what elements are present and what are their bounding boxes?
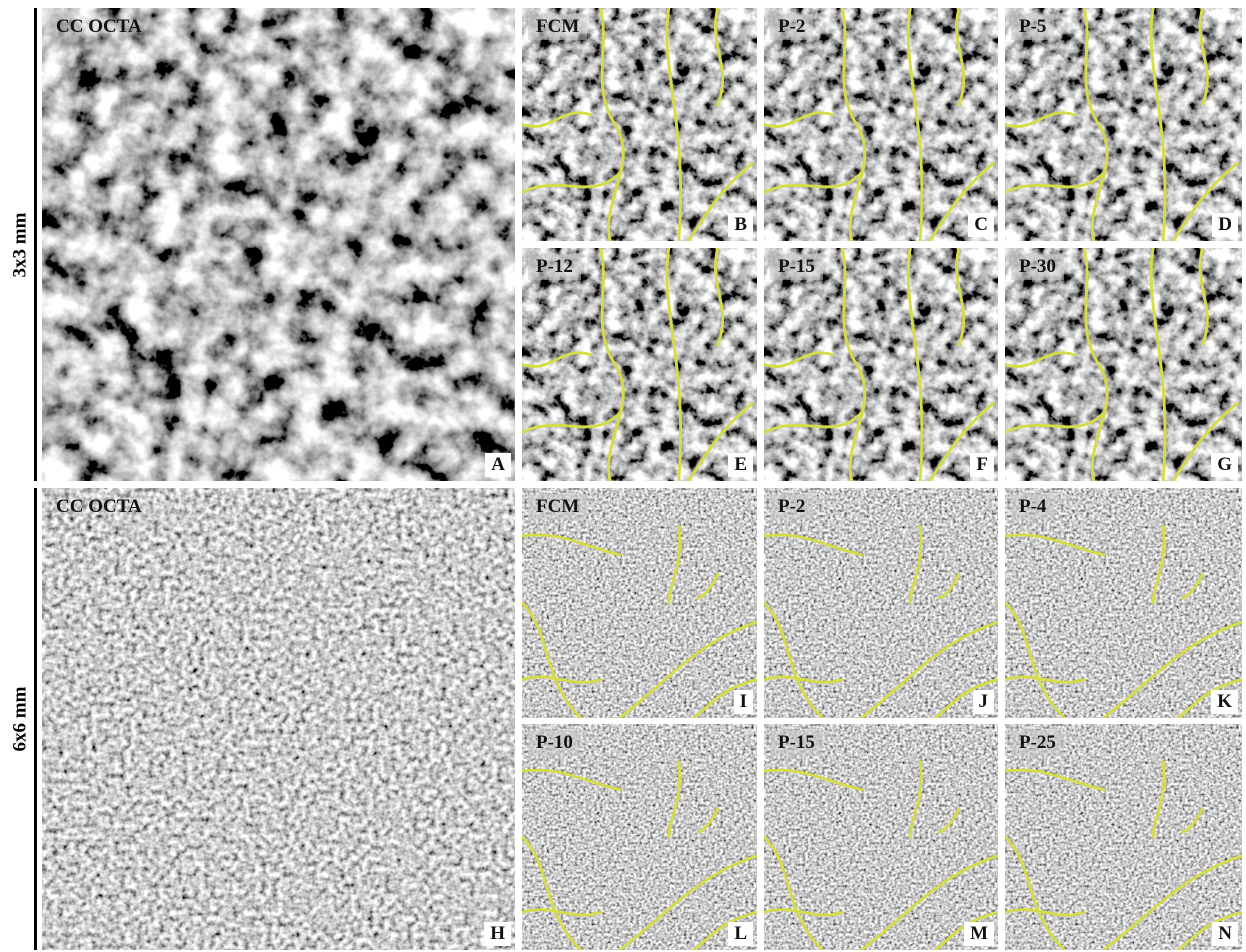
panel-title: P-5 [1011,14,1054,40]
panel-title: CC OCTA [48,14,150,40]
panel-letter: N [1212,922,1238,946]
method-panel: P-12 E [522,248,757,481]
panel-title: FCM [528,14,587,40]
group-divider [34,8,37,481]
panel-letter: L [728,922,753,946]
panel-letter: H [484,922,511,946]
panel-letter: G [1211,453,1238,477]
panel-title: P-4 [1011,494,1054,520]
oct-image [522,724,757,950]
group-divider [34,488,37,950]
panel-letter: I [734,690,753,714]
oct-image [42,488,515,950]
method-panel: FCM B [522,8,757,241]
panel-letter: M [964,922,994,946]
oct-image [764,8,998,241]
oct-image [1005,248,1242,481]
panel-title: P-30 [1011,254,1064,280]
method-panel: P-4 K [1005,488,1242,718]
panel-title: FCM [528,494,587,520]
oct-image [522,488,757,718]
method-panel: P-2 C [764,8,998,241]
method-panel: P-5 D [1005,8,1242,241]
method-panel: P-25 N [1005,724,1242,950]
panel-letter: K [1211,690,1238,714]
panel-letter: F [970,453,994,477]
oct-image [764,724,998,950]
panel-letter: E [728,453,753,477]
method-panel: P-10 L [522,724,757,950]
method-panel: P-30 G [1005,248,1242,481]
panel-title: P-15 [770,254,823,280]
panel-letter: A [485,453,511,477]
oct-image [764,248,998,481]
panel-letter: D [1212,213,1238,237]
oct-image [42,8,515,481]
oct-image [522,8,757,241]
panel-title: P-15 [770,730,823,756]
figure: 3x3 mm CC OCTA A FCM B P-2 C P-5 D P-12 E P-15 F P-30… [0,0,1246,952]
oct-image [764,488,998,718]
panel-title: P-25 [1011,730,1064,756]
panel-letter: C [968,213,994,237]
panel-letter: B [728,213,753,237]
oct-image [1005,488,1242,718]
group-label-text: 6x6 mm [9,687,31,752]
method-panel: P-2 J [764,488,998,718]
oct-image [1005,724,1242,950]
oct-image [1005,8,1242,241]
main-panel: CC OCTA H [42,488,515,950]
group-label-text: 3x3 mm [9,212,31,277]
panel-title: P-2 [770,14,813,40]
method-panel: P-15 F [764,248,998,481]
method-panel: P-15 M [764,724,998,950]
main-panel: CC OCTA A [42,8,515,481]
panel-title: P-12 [528,254,581,280]
method-panel: FCM I [522,488,757,718]
panel-title: CC OCTA [48,494,150,520]
panel-letter: J [973,690,995,714]
panel-title: P-2 [770,494,813,520]
oct-image [522,248,757,481]
panel-title: P-10 [528,730,581,756]
